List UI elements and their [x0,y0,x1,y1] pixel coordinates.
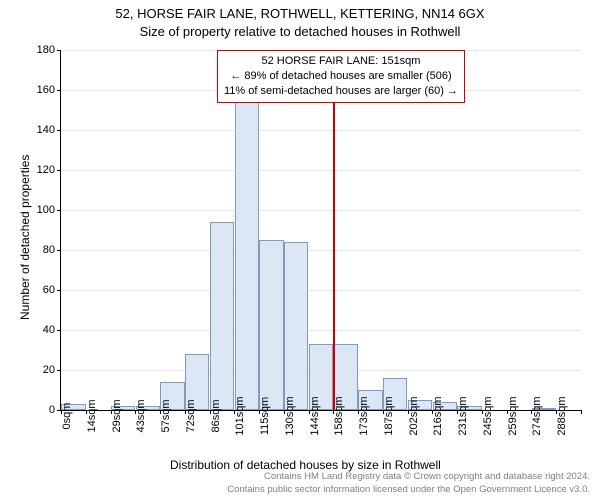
xtick-label: 72sqm [185,399,197,432]
histogram-bar [284,242,308,410]
xtick-label: 144sqm [309,396,321,435]
xtick-label: 57sqm [160,399,172,432]
xtick-label: 288sqm [556,396,568,435]
footer-attribution: Contains HM Land Registry data © Crown c… [227,471,590,496]
ytick-label: 20 [43,364,55,376]
gridline-h [61,330,581,331]
xtick-label: 259sqm [507,396,519,435]
xtick-label: 187sqm [383,396,395,435]
annotation-line2: ← 89% of detached houses are smaller (50… [224,69,458,84]
xtick-label: 274sqm [531,396,543,435]
xtick-label: 173sqm [358,396,370,435]
y-axis-label: Number of detached properties [18,155,32,320]
histogram-bar [210,222,234,410]
ytick-label: 140 [37,124,55,136]
xtick-label: 0sqm [61,403,73,430]
xtick-label: 29sqm [111,399,123,432]
xtick-label: 115sqm [259,397,271,435]
footer-line2: Contains public sector information licen… [227,484,590,496]
xtick-label: 202sqm [408,396,420,435]
gridline-h [61,290,581,291]
ytick-label: 100 [37,204,55,216]
xtick-label: 231sqm [457,396,469,435]
ytick-label: 80 [43,244,55,256]
ytick-label: 60 [43,284,55,296]
ytick-label: 0 [49,404,55,416]
x-axis-label: Distribution of detached houses by size … [170,458,441,472]
annotation-line3: 11% of semi-detached houses are larger (… [224,84,458,99]
annotation-box: 52 HORSE FAIR LANE: 151sqm← 89% of detac… [217,50,465,103]
ytick-label: 160 [37,84,55,96]
xtick-label: 101sqm [234,396,246,435]
ytick-mark [57,330,61,331]
xtick-label: 86sqm [210,399,222,432]
xtick-label: 245sqm [482,396,494,435]
xtick-label: 43sqm [135,399,147,432]
chart-title-line2: Size of property relative to detached ho… [0,24,600,39]
gridline-h [61,250,581,251]
ytick-mark [57,370,61,371]
ytick-mark [57,170,61,171]
xtick-mark [581,410,582,414]
ytick-label: 180 [37,44,55,56]
annotation-line1: 52 HORSE FAIR LANE: 151sqm [224,54,458,69]
gridline-h [61,130,581,131]
xtick-label: 14sqm [86,399,98,432]
ytick-mark [57,130,61,131]
xtick-label: 216sqm [432,396,444,435]
histogram-bar [259,240,283,410]
footer-line1: Contains HM Land Registry data © Crown c… [227,471,590,483]
gridline-h [61,170,581,171]
ytick-mark [57,90,61,91]
gridline-h [61,210,581,211]
ytick-mark [57,290,61,291]
histogram-bar [235,94,259,410]
ytick-label: 40 [43,324,55,336]
xtick-label: 130sqm [284,396,296,435]
reference-line [333,50,335,410]
ytick-mark [57,210,61,211]
chart-container: 52, HORSE FAIR LANE, ROTHWELL, KETTERING… [0,0,600,500]
ytick-mark [57,250,61,251]
ytick-mark [57,50,61,51]
ytick-label: 120 [37,164,55,176]
chart-plot-area: 0204060801001201401601800sqm14sqm29sqm43… [60,50,581,411]
chart-title-line1: 52, HORSE FAIR LANE, ROTHWELL, KETTERING… [0,6,600,21]
